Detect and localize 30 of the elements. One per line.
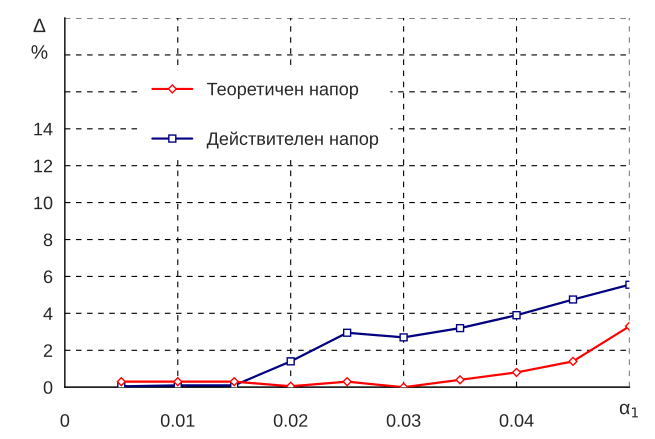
- x-tick-label: 0.04: [500, 414, 534, 427]
- point: [399, 333, 408, 342]
- point: [512, 368, 522, 378]
- x-tick-label: 0.03: [386, 414, 420, 427]
- x-tick-label: 0: [60, 414, 70, 427]
- legend-label: Действителен напор: [206, 131, 378, 149]
- y-tick-label: 6: [44, 270, 52, 284]
- x-tick-label: 0.01: [160, 414, 194, 427]
- point: [173, 377, 182, 386]
- point: [116, 377, 126, 386]
- y-tick-label: 12: [34, 160, 52, 172]
- y-tick-label: 4: [43, 307, 53, 320]
- point: [512, 311, 521, 320]
- point: [456, 324, 464, 332]
- x-axis-title: α$_{1}$: [620, 404, 638, 418]
- x-tick-label: 0.02: [274, 414, 308, 427]
- point: [342, 328, 352, 337]
- point: [230, 377, 239, 386]
- y-tick-label: 8: [44, 233, 52, 246]
- y-tick-label: 2: [44, 344, 52, 357]
- point: [455, 375, 465, 384]
- y-tick-label: 0: [44, 381, 52, 394]
- y-axis-title: Δ %: [31, 18, 48, 59]
- y-tick-label: 10: [34, 196, 52, 210]
- point: [342, 377, 352, 386]
- point: [286, 357, 295, 366]
- legend-label: Теоретичен напор: [207, 82, 358, 99]
- point: [568, 356, 578, 366]
- point: [568, 295, 578, 304]
- y-tick-label: 14: [34, 122, 53, 136]
